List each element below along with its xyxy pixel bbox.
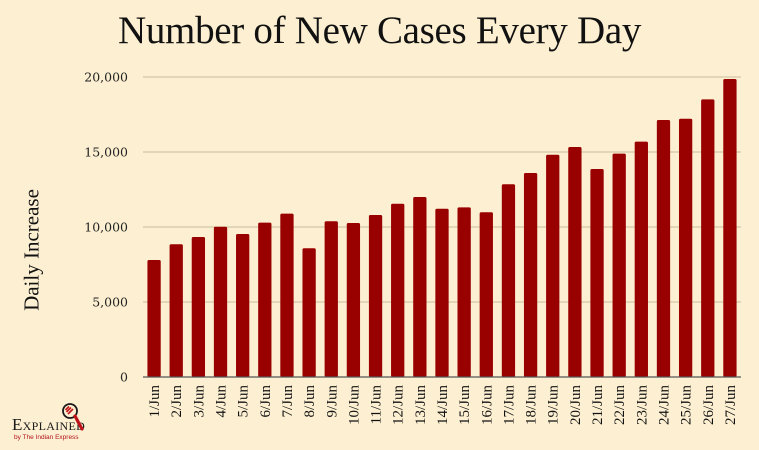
- bar: [501, 184, 516, 377]
- bar: [346, 222, 361, 377]
- explained-logo: Explained by The Indian Express: [12, 402, 122, 446]
- bar: [701, 99, 715, 377]
- x-tick-label: 21/Jun: [590, 385, 606, 426]
- bar: [435, 208, 449, 377]
- x-tick-label: 17/Jun: [501, 385, 517, 426]
- x-tick-label: 20/Jun: [568, 385, 584, 426]
- x-tick-label: 22/Jun: [612, 385, 628, 426]
- y-tick-label: 20,000: [84, 70, 128, 85]
- x-tick-label: 7/Jun: [280, 385, 296, 418]
- x-tick-label: 12/Jun: [391, 385, 407, 426]
- bar: [457, 207, 471, 377]
- bar: [302, 248, 316, 377]
- x-tick-label: 16/Jun: [479, 385, 495, 426]
- y-tick-label: 5,000: [92, 295, 128, 310]
- x-tick-label: 11/Jun: [369, 385, 385, 425]
- x-tick-label: 15/Jun: [457, 385, 473, 426]
- bar: [656, 120, 671, 378]
- y-tick-label: 15,000: [84, 145, 128, 160]
- bar: [147, 260, 161, 377]
- x-tick-label: 23/Jun: [634, 385, 650, 426]
- magnifier-icon: [62, 403, 84, 431]
- x-tick-label: 24/Jun: [656, 385, 672, 426]
- y-tick-label: 10,000: [84, 220, 128, 235]
- bar: [612, 153, 626, 377]
- x-tick-label: 4/Jun: [214, 385, 230, 418]
- x-tick-label: 6/Jun: [258, 385, 274, 418]
- logo-subtext: by The Indian Express: [14, 434, 79, 441]
- x-tick-label: 5/Jun: [236, 385, 252, 418]
- bar: [723, 78, 737, 377]
- x-tick-label: 13/Jun: [413, 385, 429, 426]
- x-tick-label: 19/Jun: [546, 385, 562, 426]
- x-tick-label: 14/Jun: [435, 385, 451, 426]
- x-tick-label: 1/Jun: [147, 385, 163, 418]
- bar: [678, 118, 693, 377]
- chart-title: Number of New Cases Every Day: [117, 9, 642, 52]
- bar: [568, 147, 582, 377]
- x-tick-label: 26/Jun: [701, 385, 717, 426]
- bar: [523, 173, 538, 377]
- x-tick-label: 10/Jun: [346, 385, 362, 426]
- bar: [368, 215, 383, 377]
- bar: [324, 221, 338, 377]
- x-tick-label: 25/Jun: [679, 385, 695, 426]
- bar: [590, 168, 604, 377]
- bar: [236, 234, 250, 377]
- x-tick-label: 2/Jun: [169, 385, 185, 418]
- bar: [479, 212, 493, 377]
- bar: [391, 203, 405, 377]
- x-tick-label: 9/Jun: [324, 385, 340, 418]
- bar: [546, 154, 560, 377]
- x-tick-label: 8/Jun: [302, 385, 318, 418]
- y-tick-label: 0: [120, 370, 128, 385]
- x-tick-label: 18/Jun: [524, 385, 540, 426]
- bar: [634, 141, 648, 377]
- bar: [213, 226, 228, 377]
- logo-text: Explained: [12, 415, 86, 434]
- x-tick-label: 3/Jun: [191, 385, 207, 418]
- bar: [169, 244, 183, 377]
- bars: [147, 78, 737, 378]
- y-tick-labels: 0 5,000 10,000 15,000 20,000: [84, 70, 128, 385]
- x-tick-labels: 1/Jun 2/Jun 3/Jun 4/Jun 5/Jun 6/Jun 7/Jun 8/Jun…: [147, 385, 739, 426]
- bar: [258, 222, 272, 377]
- bar: [191, 237, 206, 377]
- x-tick-label: 27/Jun: [723, 385, 739, 426]
- bar: [413, 197, 427, 377]
- bar: [280, 213, 294, 377]
